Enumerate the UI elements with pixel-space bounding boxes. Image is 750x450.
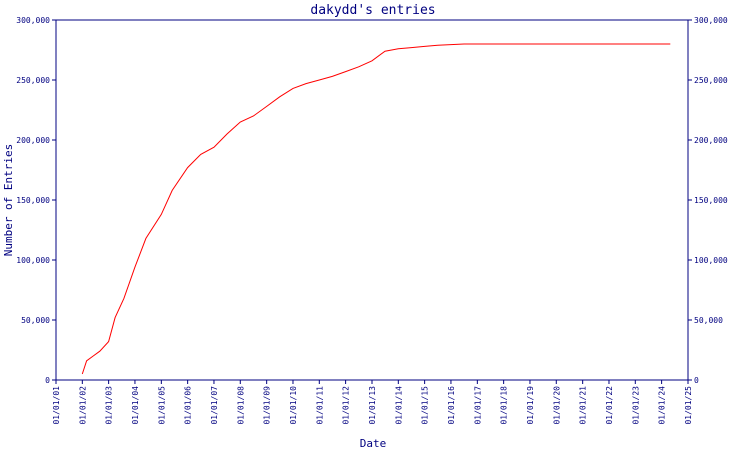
- x-tick-label: 01/01/06: [184, 386, 193, 425]
- y-tick-label-right: 100,000: [694, 256, 728, 265]
- y-tick-label-left: 0: [45, 376, 50, 385]
- x-tick-label: 01/01/11: [315, 386, 324, 425]
- x-tick-label: 01/01/19: [526, 386, 535, 425]
- x-tick-label: 01/01/12: [342, 386, 351, 425]
- x-tick-label: 01/01/10: [289, 386, 298, 425]
- chart-title: dakydd's entries: [310, 3, 435, 18]
- x-tick-label: 01/01/16: [447, 386, 456, 425]
- x-tick-label: 01/01/18: [500, 386, 509, 425]
- x-tick-label: 01/01/13: [368, 386, 377, 425]
- y-tick-label-left: 250,000: [16, 76, 50, 85]
- x-tick-label: 01/01/24: [658, 386, 667, 425]
- y-tick-label-right: 150,000: [694, 196, 728, 205]
- y-axis-title: Number of Entries: [2, 144, 15, 257]
- x-tick-label: 01/01/07: [210, 386, 219, 425]
- x-tick-label: 01/01/15: [421, 386, 430, 425]
- x-tick-label: 01/01/02: [78, 386, 87, 425]
- x-tick-label: 01/01/17: [473, 386, 482, 425]
- series-line: [81, 43, 671, 375]
- x-tick-label: 01/01/01: [52, 386, 61, 425]
- x-tick-label: 01/01/22: [605, 386, 614, 425]
- x-tick-label: 01/01/08: [236, 386, 245, 425]
- y-tick-label-left: 150,000: [16, 196, 50, 205]
- x-tick-label: 01/01/25: [684, 386, 693, 425]
- y-tick-label-right: 300,000: [694, 16, 728, 25]
- x-tick-label: 01/01/05: [157, 386, 166, 425]
- y-tick-label-left: 100,000: [16, 256, 50, 265]
- x-tick-label: 01/01/04: [131, 386, 140, 425]
- x-axis-title: Date: [360, 437, 387, 450]
- y-tick-label-right: 50,000: [694, 316, 723, 325]
- x-tick-label: 01/01/03: [105, 386, 114, 425]
- y-tick-label-right: 200,000: [694, 136, 728, 145]
- y-tick-label-left: 200,000: [16, 136, 50, 145]
- y-tick-label-left: 50,000: [21, 316, 50, 325]
- y-tick-label-right: 0: [694, 376, 699, 385]
- y-tick-label-right: 250,000: [694, 76, 728, 85]
- x-tick-label: 01/01/21: [579, 386, 588, 425]
- x-tick-label: 01/01/20: [552, 386, 561, 425]
- x-tick-label: 01/01/14: [394, 386, 403, 425]
- y-tick-label-left: 300,000: [16, 16, 50, 25]
- x-tick-label: 01/01/23: [631, 386, 640, 425]
- plot-frame: [55, 19, 689, 381]
- x-tick-label: 01/01/09: [263, 386, 272, 425]
